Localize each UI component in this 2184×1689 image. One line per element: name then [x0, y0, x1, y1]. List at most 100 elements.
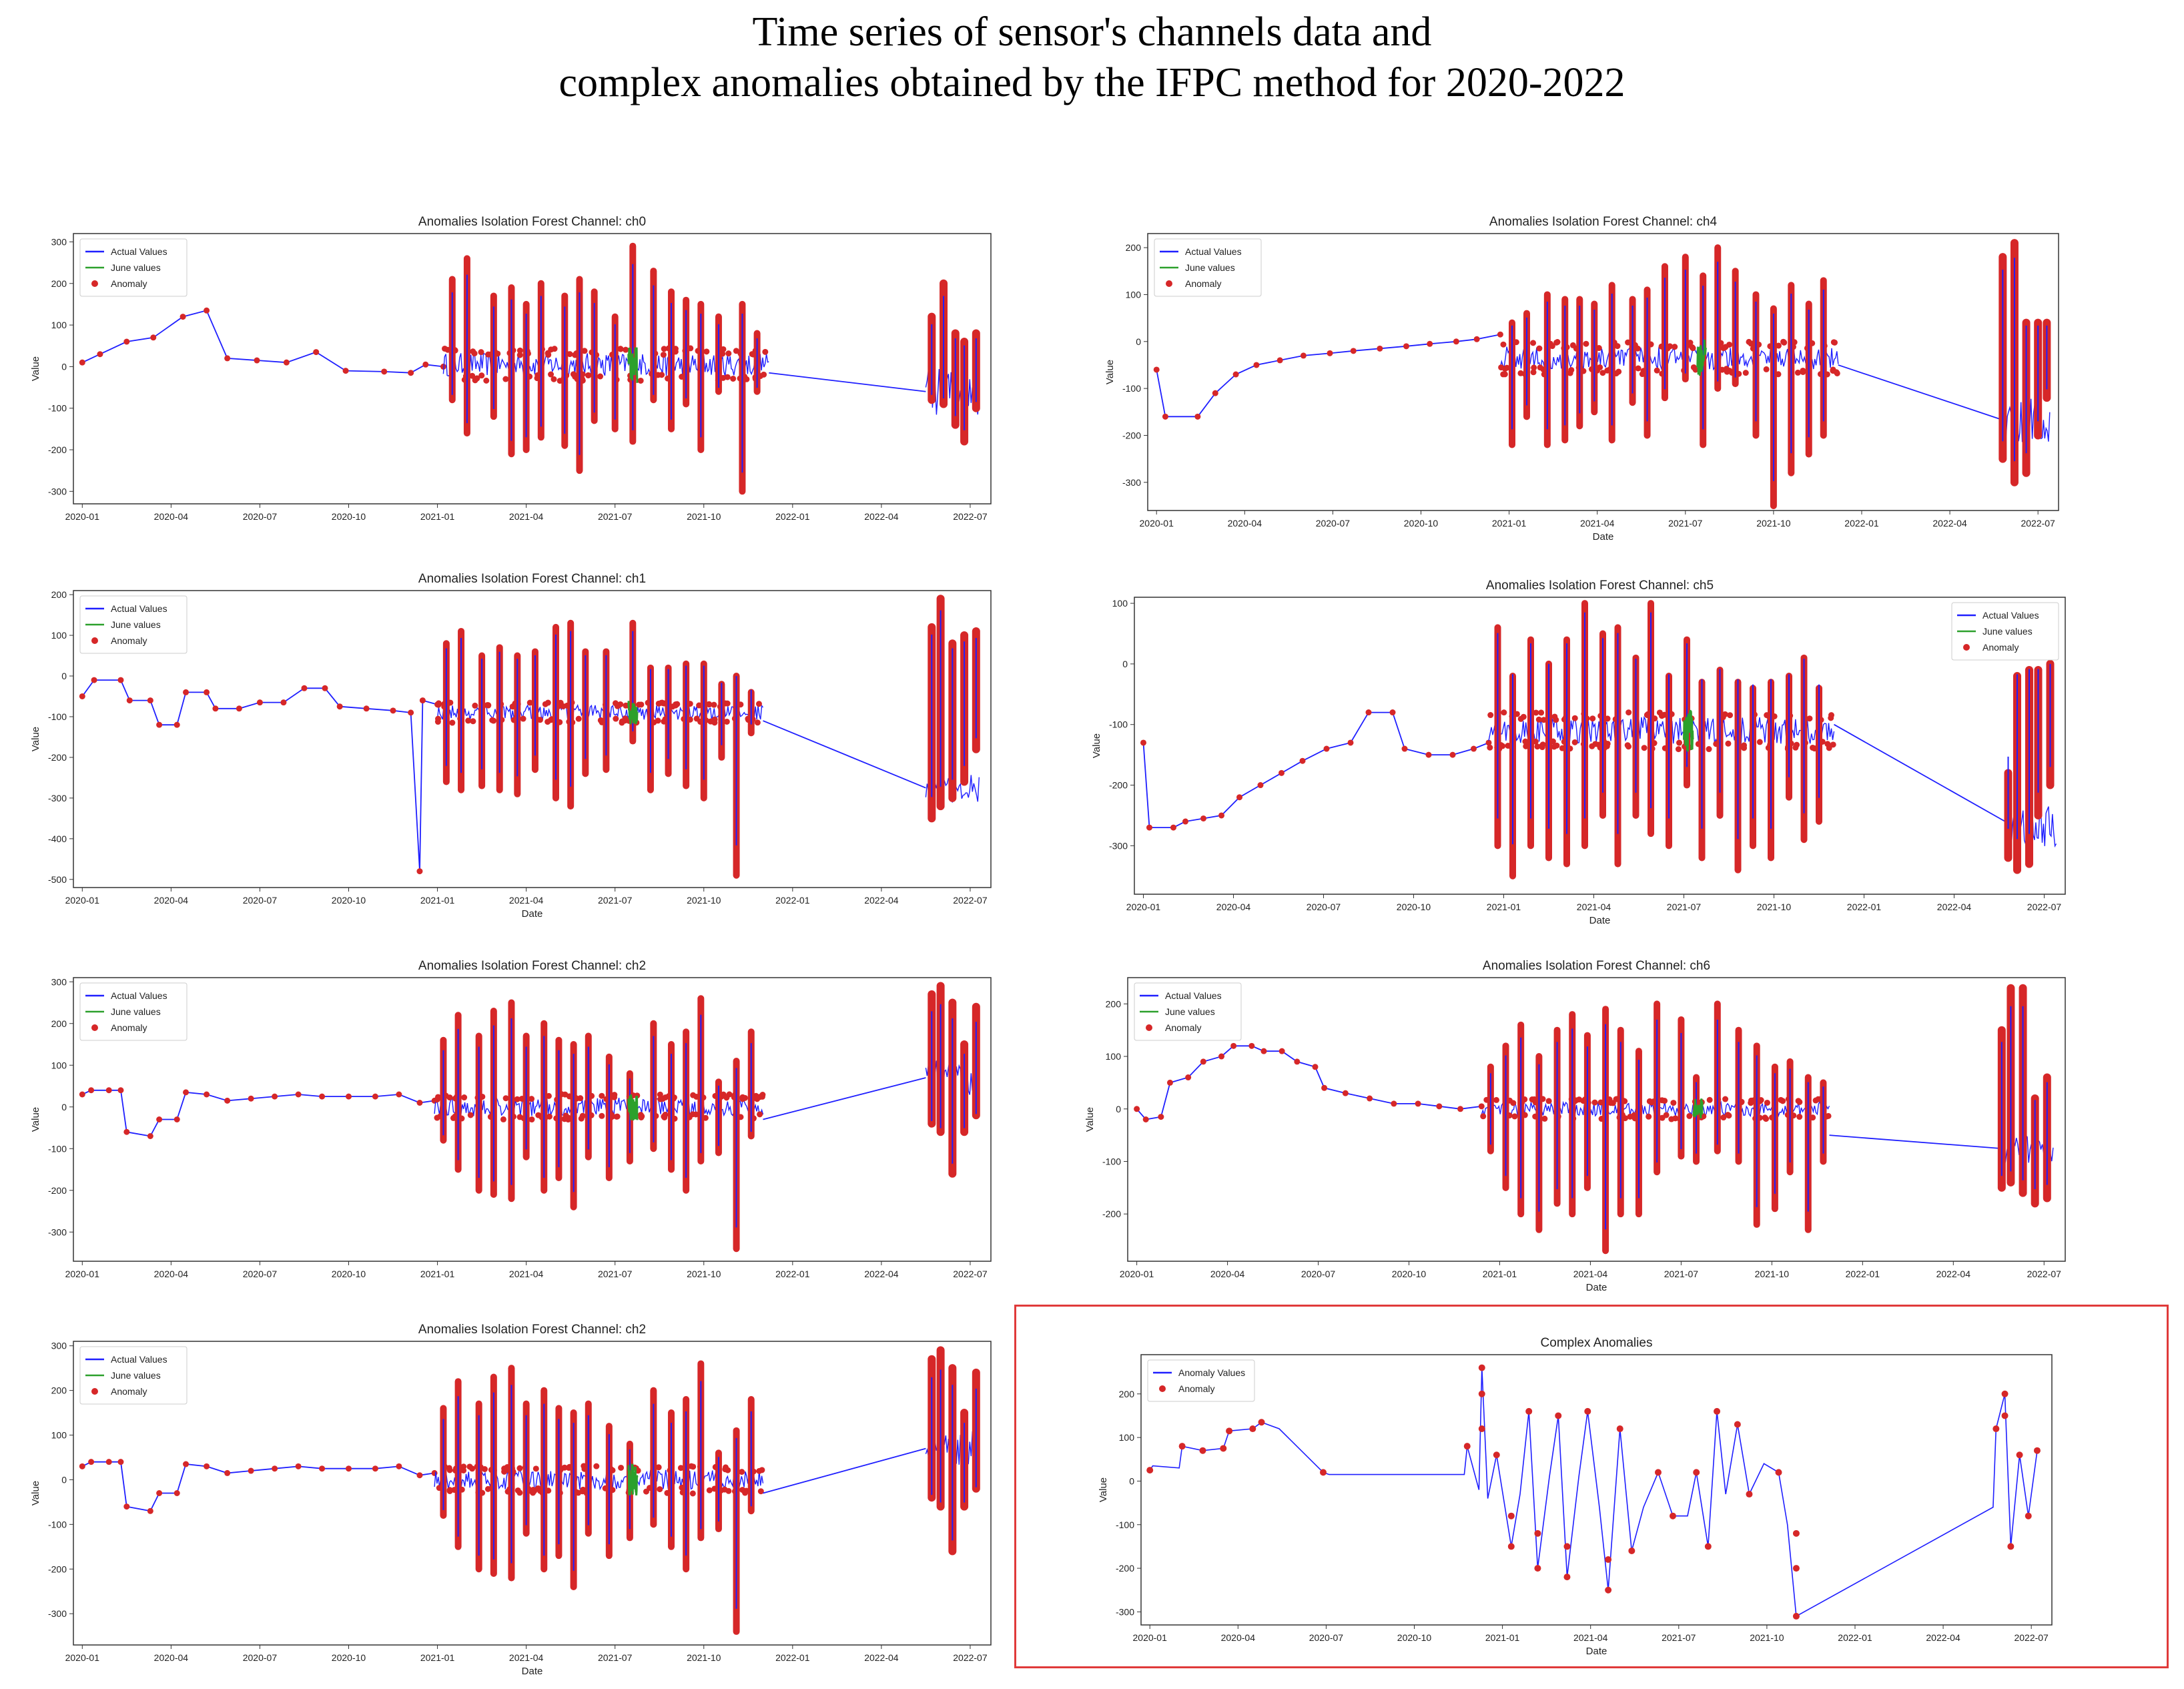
actual-values-dense-line: [434, 1096, 764, 1117]
anomaly-point: [1724, 1112, 1731, 1118]
anomaly-point: [706, 1487, 713, 1493]
anomaly-point: [1832, 339, 1838, 346]
y-axis-label: Value: [1098, 1477, 1109, 1502]
anomaly-point: [1714, 1407, 1721, 1415]
anomaly-point: [1485, 739, 1492, 746]
anomaly-point: [1449, 751, 1456, 758]
anomaly-point: [618, 1464, 625, 1471]
anomaly-point: [483, 377, 490, 384]
anomaly-point: [1517, 370, 1524, 376]
anomaly-point: [272, 1465, 278, 1472]
anomaly-point: [1200, 815, 1206, 821]
anomaly-point: [617, 346, 624, 352]
anomaly-point: [1503, 364, 1510, 371]
anomaly-point: [97, 351, 103, 358]
y-tick-label: -300: [48, 793, 67, 803]
anomaly-point: [183, 1089, 190, 1096]
x-tick-label: 2020-10: [1397, 902, 1431, 912]
anomaly-point: [639, 1113, 645, 1120]
actual-values-dense-line: [1499, 344, 1839, 371]
anomaly-point: [449, 719, 456, 726]
anomaly-point: [578, 1115, 585, 1122]
anomaly-point: [1654, 1469, 1662, 1476]
chart-panel-ch5: Anomalies Isolation Forest Channel: ch5 V…: [1088, 567, 2075, 928]
anomaly-point: [224, 355, 231, 362]
y-tick-label: 0: [61, 671, 67, 681]
anomaly-point: [1212, 390, 1218, 396]
anomaly-point: [173, 1490, 180, 1496]
anomaly-point: [501, 1465, 508, 1472]
anomaly-point: [1500, 341, 1507, 348]
anomaly-point: [1178, 1443, 1186, 1450]
anomaly-point: [2001, 1412, 2009, 1419]
chart-panel-complex: Complex Anomalies Value Date 2020-01 2020-04…: [1094, 1325, 2062, 1658]
anomaly-point: [1134, 1106, 1140, 1112]
x-tick-label: 2021-04: [1577, 902, 1611, 912]
x-tick-label: 2020-01: [65, 1269, 100, 1279]
anomaly-point: [1605, 1556, 1612, 1564]
chart-panel-ch2b: Anomalies Isolation Forest Channel: ch2 V…: [27, 1311, 1001, 1678]
legend-entry: June values: [111, 1006, 161, 1017]
anomaly-point: [1249, 1425, 1256, 1433]
x-tick-label: 2021-10: [1757, 902, 1792, 912]
anomaly-point: [123, 338, 130, 345]
anomaly-point: [79, 693, 85, 699]
anomaly-point: [1294, 1058, 1301, 1065]
x-tick-label: 2022-01: [775, 895, 810, 906]
legend-box: [79, 982, 188, 1041]
anomaly-point: [88, 1087, 95, 1094]
x-tick-label: 2021-01: [420, 511, 455, 522]
x-tick-label: 2021-10: [687, 1652, 721, 1663]
anomaly-point: [575, 715, 582, 722]
legend-box: [79, 595, 188, 654]
series-group: [1146, 1364, 2041, 1620]
legend: Actual Values June values Anomaly: [79, 982, 188, 1041]
anomaly-point: [1672, 1115, 1679, 1122]
anomaly-point: [1415, 1100, 1421, 1107]
legend-box: [79, 238, 188, 297]
y-tick-label: -200: [1116, 1563, 1134, 1574]
anomaly-point: [1800, 367, 1806, 374]
anomaly-point: [2025, 1512, 2032, 1519]
anomaly-point: [467, 1112, 474, 1118]
chart-ch0: Anomalies Isolation Forest Channel: ch0 V…: [30, 215, 992, 522]
y-tick-label: 300: [51, 1341, 67, 1351]
anomaly-point: [126, 697, 133, 704]
anomaly-point: [1720, 1114, 1727, 1121]
x-tick-label: 2021-10: [1756, 518, 1791, 529]
x-tick-label: 2021-10: [687, 1269, 721, 1279]
anomaly-point: [1539, 744, 1545, 751]
legend-anomaly-marker: [1963, 644, 1970, 651]
anomaly-point: [762, 348, 769, 355]
x-tick-label: 2022-07: [2014, 1632, 2049, 1643]
anomaly-point: [613, 715, 619, 722]
anomaly-point: [434, 1094, 441, 1100]
x-tick-label: 2020-07: [243, 1269, 278, 1279]
anomaly-point: [1672, 344, 1678, 350]
anomaly-point: [759, 1093, 765, 1100]
legend-anomaly-marker: [91, 1388, 98, 1395]
anomaly-point: [1628, 1547, 1635, 1554]
anomaly-point: [514, 1096, 520, 1102]
anomaly-point: [516, 1465, 523, 1471]
anomaly-point: [301, 685, 308, 691]
x-tick-label: 2020-01: [1120, 1269, 1154, 1279]
anomaly-point: [1367, 1095, 1373, 1102]
anomaly-point: [1554, 339, 1561, 346]
legend-entry: Actual Values: [111, 246, 167, 257]
x-tick-label: 2021-10: [1755, 1269, 1790, 1279]
legend: Actual Values June values Anomaly: [79, 1346, 188, 1405]
anomaly-point: [757, 1488, 764, 1495]
anomaly-point: [1763, 366, 1770, 372]
anomaly-point: [725, 1467, 731, 1473]
anomaly-point: [460, 1463, 467, 1470]
anomaly-point: [1389, 709, 1396, 716]
x-tick-label: 2022-04: [1937, 902, 1972, 912]
anomaly-point: [2007, 1543, 2015, 1550]
x-axis-label: Date: [1586, 1646, 1607, 1657]
anomaly-point: [1727, 712, 1734, 719]
y-tick-label: 200: [1126, 242, 1142, 253]
anomaly-point: [711, 716, 718, 723]
anomaly-point: [472, 702, 478, 709]
x-tick-label: 2021-07: [1668, 518, 1703, 529]
